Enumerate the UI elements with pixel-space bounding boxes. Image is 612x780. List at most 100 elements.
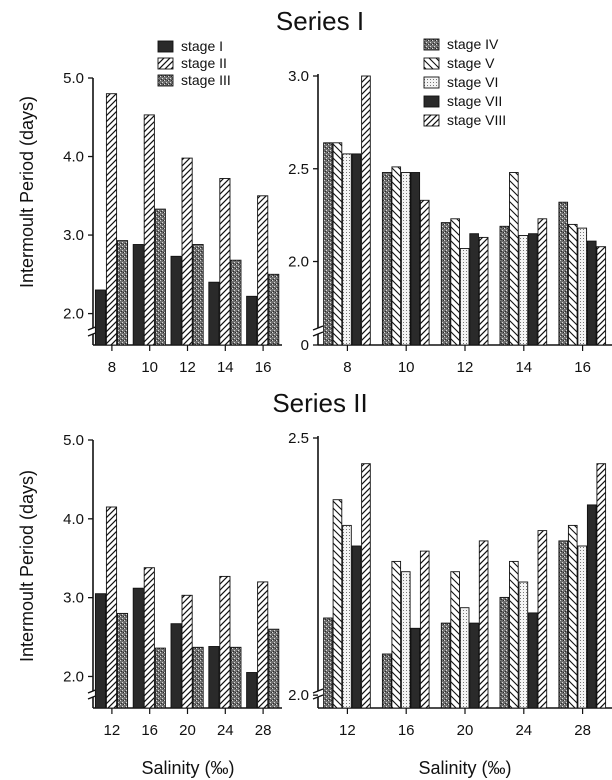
bar-stage-v-12 (450, 218, 460, 346)
legend-label: stage VI (447, 74, 498, 90)
y-tick-label: 3.0 (288, 68, 309, 85)
bar-stage-v-10 (391, 166, 402, 346)
bar-stage-vi-24 (518, 581, 529, 709)
bar-stage-ii-16 (257, 195, 269, 346)
x-tick-label: 8 (343, 359, 351, 376)
y-tick-label: 2.0 (63, 668, 84, 685)
panel-4: 2.0 2.5 12 16 20 24 28 (288, 430, 612, 739)
bar-stage-ii-24 (219, 575, 231, 709)
bar-stage-i-14 (208, 281, 220, 346)
x-tick-label: 28 (255, 722, 272, 739)
bar-stage-viii-16 (596, 246, 607, 346)
x-tick-label: 28 (574, 722, 591, 739)
chart-panels: 2.0 3.0 4.0 5.0 8 10 12 14 16 0 2.0 2.5 3.0 8 10 12 14 16… (63, 68, 612, 739)
bar-stage-iii-16 (268, 273, 280, 346)
bar-stage-iv-14 (499, 225, 510, 346)
bar-stage-iii-10 (154, 208, 166, 346)
x-axis-label-left: Salinity (‰) (141, 758, 234, 778)
bar-stage-i-12 (170, 255, 182, 346)
bar-stage-i-8 (94, 289, 107, 346)
y-tick-label: 3.0 (63, 227, 84, 244)
axis-break-mark (312, 688, 324, 694)
x-tick-label: 10 (398, 359, 415, 376)
x-tick-label: 24 (515, 722, 532, 739)
legend-item-stage-v: stage V (423, 55, 495, 71)
bar-stage-i-28 (246, 672, 258, 709)
bar-stage-v-8 (332, 142, 343, 346)
x-tick-label: 16 (255, 359, 272, 376)
bar-stage-iv-16 (558, 201, 569, 346)
bar-stage-i-16 (246, 295, 258, 346)
y-tick-label: 5.0 (63, 70, 84, 87)
bar-stage-viii-10 (419, 199, 430, 346)
series-title-1: Series I (276, 6, 364, 36)
y-tick-label: 0 (301, 337, 309, 354)
bar-stage-vii-16 (586, 240, 597, 346)
legend-item-stage-iii: stage III (157, 72, 231, 88)
x-tick-label: 10 (141, 359, 158, 376)
axis-break-gap (314, 691, 322, 697)
legend-label: stage I (181, 38, 223, 54)
bar-stage-vii-12 (351, 545, 362, 709)
bar-stage-vi-10 (400, 172, 411, 346)
bar-stage-vii-12 (469, 233, 479, 346)
bar-stage-i-24 (208, 646, 220, 709)
legend-swatch (423, 76, 440, 89)
bar-stage-iv-12 (323, 617, 333, 709)
bar-stage-iii-24 (230, 646, 242, 709)
legend-swatch (423, 114, 440, 127)
bar-stage-iii-12 (192, 244, 204, 346)
x-tick-label: 16 (141, 722, 158, 739)
bar-stage-vi-12 (459, 248, 470, 346)
bar-stage-v-16 (567, 223, 578, 346)
legend-label: stage IV (447, 36, 499, 52)
bar-stage-iii-8 (116, 240, 129, 346)
bar-stage-iv-28 (558, 540, 569, 709)
bar-stage-vii-8 (351, 153, 362, 346)
bar-stage-iii-28 (268, 628, 280, 709)
bar-stage-ii-14 (219, 178, 231, 346)
x-tick-label: 12 (339, 722, 356, 739)
bar-stage-ii-10 (143, 114, 155, 346)
bar-stage-v-20 (450, 571, 460, 709)
bar-stage-viii-28 (596, 463, 607, 709)
bar-stage-i-10 (132, 244, 144, 346)
bar-stage-viii-12 (361, 463, 371, 709)
x-tick-label: 12 (457, 359, 474, 376)
bar-stage-viii-12 (478, 236, 489, 346)
bar-stage-iv-8 (323, 142, 333, 346)
bar-stage-ii-16 (143, 567, 155, 709)
bar-stage-iv-20 (440, 622, 451, 709)
bar-stage-viii-8 (361, 75, 371, 346)
x-tick-label: 12 (179, 359, 196, 376)
x-tick-label: 8 (108, 359, 116, 376)
legend-item-stage-ii: stage II (157, 55, 227, 71)
bar-stage-v-16 (391, 560, 402, 709)
legend-label: stage VII (447, 93, 502, 109)
bar-stage-v-12 (332, 499, 343, 709)
bar-stage-vi-14 (518, 235, 529, 346)
legend-item-stage-vi: stage VI (423, 74, 498, 90)
bar-stage-vii-20 (469, 622, 479, 709)
bar-stage-ii-8 (105, 93, 118, 346)
legend-swatch (423, 57, 440, 70)
bar-stage-iii-12 (116, 612, 129, 709)
bar-stage-vi-16 (577, 227, 588, 346)
legend-stages-iv-viii: stage IV stage V stage VI stage VII stage VI… (423, 36, 506, 128)
legend-label: stage VIII (447, 112, 506, 128)
bar-stage-vii-10 (410, 172, 421, 346)
legend-item-stage-iv: stage IV (423, 36, 499, 52)
x-tick-label: 20 (457, 722, 474, 739)
bar-stage-v-28 (567, 524, 578, 709)
y-tick-label: 2.5 (288, 430, 309, 447)
legend-item-stage-i: stage I (157, 38, 223, 54)
bar-stage-ii-28 (257, 581, 269, 709)
axis-break-gap (89, 328, 97, 334)
x-tick-label: 20 (179, 722, 196, 739)
panel-3: 2.0 3.0 4.0 5.0 12 16 20 24 28 (63, 432, 282, 739)
bar-stage-vii-24 (528, 612, 538, 709)
y-tick-label: 2.0 (288, 254, 309, 271)
bar-stage-iv-10 (381, 172, 392, 346)
legend-swatch (157, 74, 174, 87)
bar-stage-vi-16 (400, 571, 411, 709)
